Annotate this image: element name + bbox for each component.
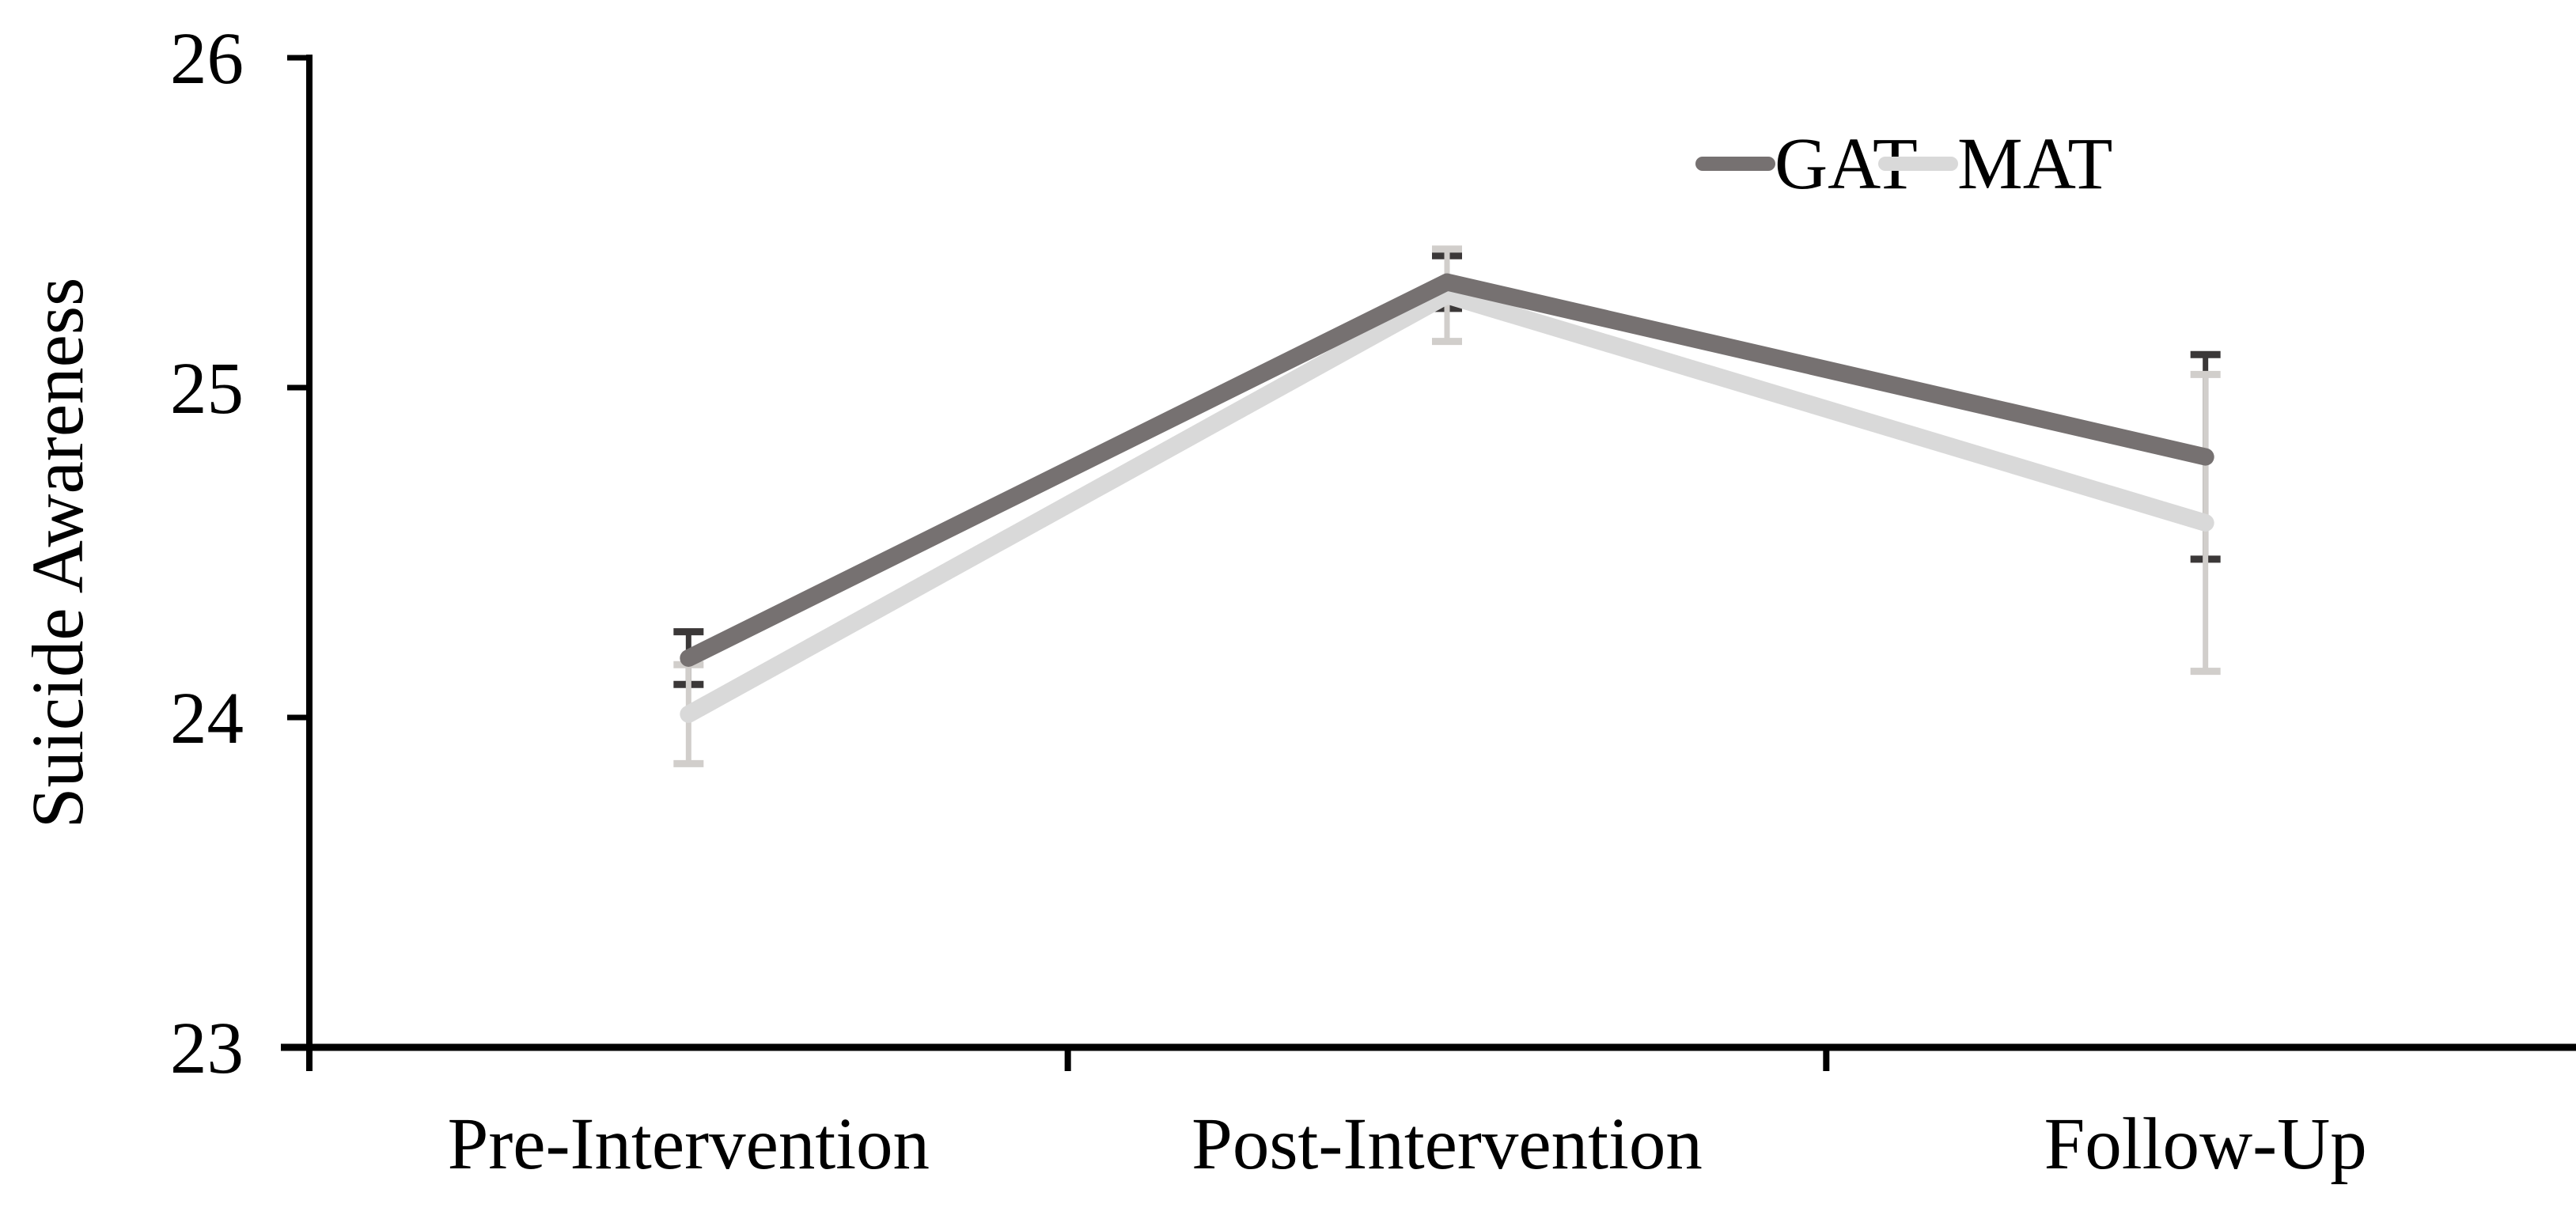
y-tick-label: 23 [170,1008,244,1089]
legend: GAT MAT [1695,123,2112,205]
series-line-gat [680,273,2214,667]
legend-entry-mat: MAT [1878,123,2112,205]
legend-label: MAT [1957,123,2112,205]
x-category-label: Post-Intervention [1191,1104,1703,1185]
error-bars [673,245,2221,767]
suicide-awareness-chart: 26 25 24 23 Pre-Intervention Post-Interventio… [32,18,2576,1185]
x-category-label: Pre-Intervention [448,1104,930,1185]
y-tick-label: 26 [170,18,244,100]
x-category-label: Follow-Up [2044,1104,2367,1185]
series-line-mat [680,286,2214,723]
line-chart-figure: 26 25 24 23 Pre-Intervention Post-Interventio… [32,13,2576,1206]
series-lines [680,273,2214,723]
y-tick-label: 24 [170,678,244,759]
axis-labels: 26 25 24 23 Pre-Intervention Post-Interventio… [32,18,2367,1185]
axes [281,55,2576,1071]
y-axis-title: Suicide Awareness [32,278,99,829]
y-tick-label: 25 [170,348,244,430]
